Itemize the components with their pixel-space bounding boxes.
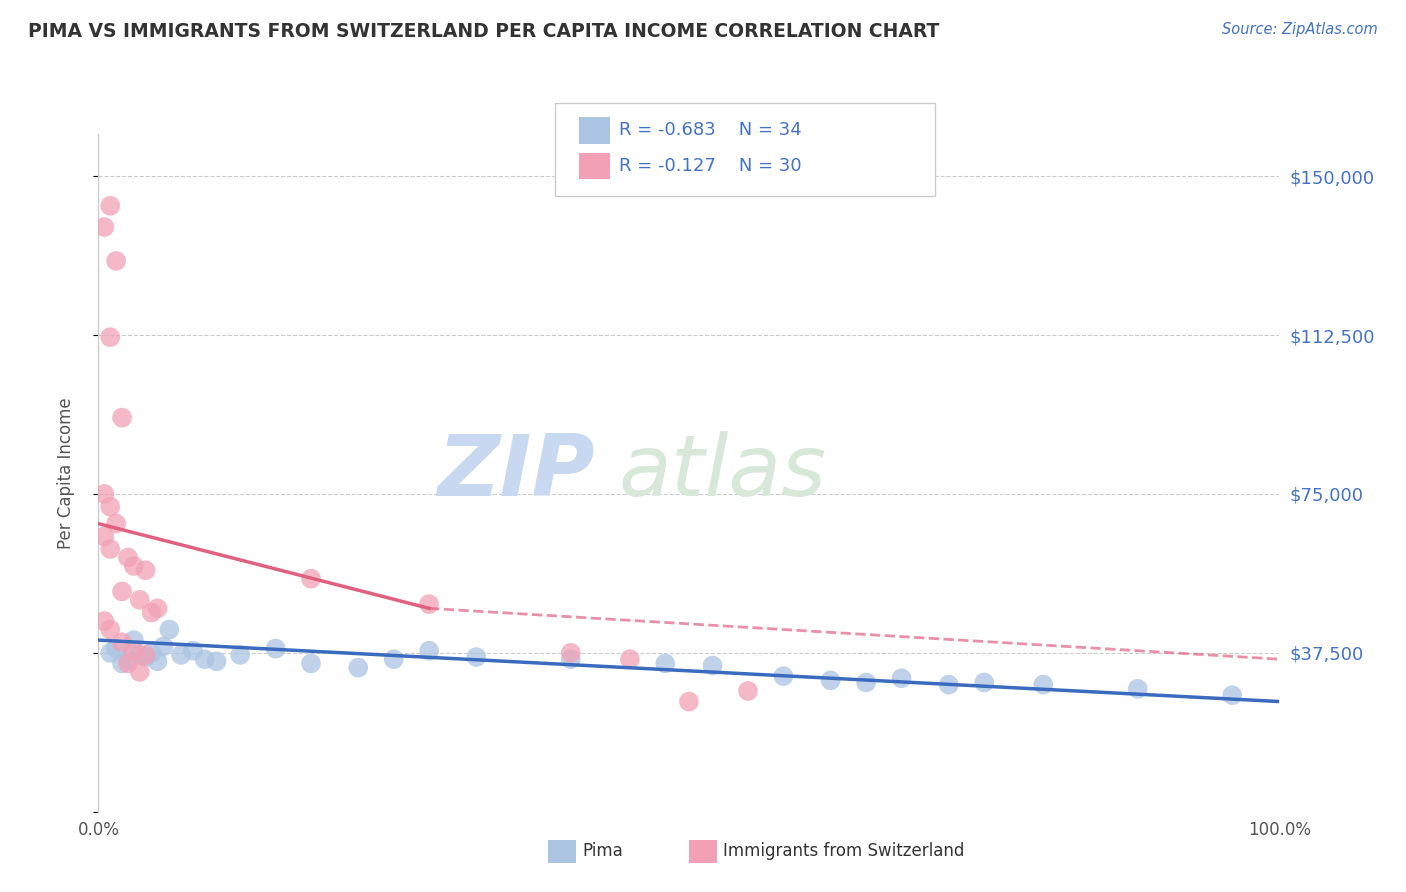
Point <box>122 633 145 648</box>
Point <box>855 675 877 690</box>
Point <box>205 654 228 668</box>
Text: Source: ZipAtlas.com: Source: ZipAtlas.com <box>1222 22 1378 37</box>
Point <box>299 657 322 671</box>
Point <box>128 665 150 679</box>
Point <box>98 500 121 514</box>
Point <box>152 640 174 654</box>
Point <box>122 558 145 574</box>
Point <box>111 657 134 671</box>
Point <box>117 550 139 565</box>
Point <box>820 673 842 688</box>
Point <box>141 646 163 660</box>
Point <box>93 614 115 628</box>
Point <box>737 684 759 698</box>
Point <box>772 669 794 683</box>
Point <box>117 657 139 671</box>
Point <box>93 529 115 543</box>
Point <box>117 652 139 666</box>
Text: ZIP: ZIP <box>437 431 595 515</box>
Point <box>973 675 995 690</box>
Y-axis label: Per Capita Income: Per Capita Income <box>56 397 75 549</box>
Point <box>98 646 121 660</box>
Point <box>111 410 134 425</box>
Point <box>418 597 440 611</box>
Point <box>93 220 115 235</box>
Point <box>146 654 169 668</box>
Text: R = -0.127    N = 30: R = -0.127 N = 30 <box>619 157 801 175</box>
Point <box>619 652 641 666</box>
Text: Immigrants from Switzerland: Immigrants from Switzerland <box>723 842 965 861</box>
Text: atlas: atlas <box>619 431 827 515</box>
Point <box>1032 678 1054 692</box>
Point <box>135 563 157 577</box>
Point <box>938 678 960 692</box>
Point <box>1220 688 1243 702</box>
Point <box>299 572 322 586</box>
Point <box>1126 681 1149 696</box>
Point <box>382 652 405 666</box>
Point <box>98 199 121 213</box>
Point <box>170 648 193 662</box>
Point <box>111 635 134 649</box>
Point <box>654 657 676 671</box>
Point <box>105 641 128 656</box>
Point <box>264 641 287 656</box>
Point <box>347 660 370 674</box>
Point <box>181 644 204 658</box>
Point <box>678 694 700 708</box>
Point <box>141 606 163 620</box>
Point <box>135 650 157 665</box>
Point <box>890 671 912 685</box>
Point <box>465 650 488 665</box>
Text: R = -0.683    N = 34: R = -0.683 N = 34 <box>619 121 801 139</box>
Point <box>418 644 440 658</box>
Text: Pima: Pima <box>582 842 623 861</box>
Point <box>128 648 150 662</box>
Point <box>93 487 115 501</box>
Point <box>146 601 169 615</box>
Point <box>157 623 180 637</box>
Point <box>194 652 217 666</box>
Point <box>98 541 121 557</box>
Point <box>111 584 134 599</box>
Point <box>560 646 582 660</box>
Point <box>122 644 145 658</box>
Point <box>229 648 252 662</box>
Point <box>128 592 150 607</box>
Point <box>105 516 128 531</box>
Text: PIMA VS IMMIGRANTS FROM SWITZERLAND PER CAPITA INCOME CORRELATION CHART: PIMA VS IMMIGRANTS FROM SWITZERLAND PER … <box>28 22 939 41</box>
Point <box>702 658 724 673</box>
Point <box>98 623 121 637</box>
Point <box>560 652 582 666</box>
Point <box>98 330 121 344</box>
Point <box>105 253 128 268</box>
Point <box>135 648 157 662</box>
